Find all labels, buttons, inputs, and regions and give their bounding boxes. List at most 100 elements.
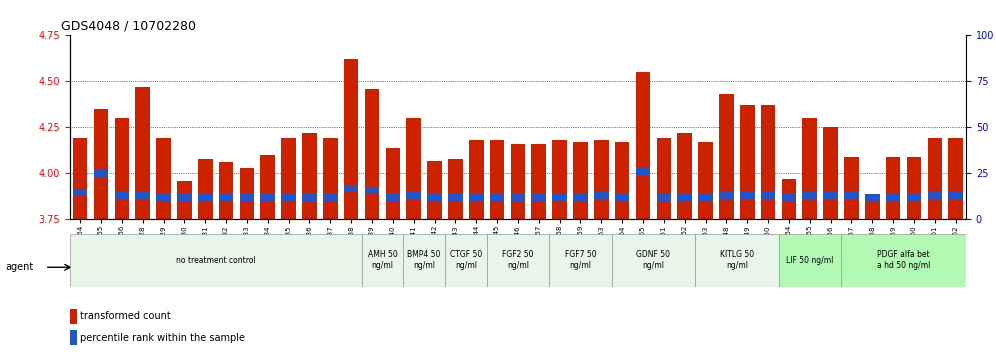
FancyBboxPatch shape — [362, 234, 403, 287]
Bar — [156, 138, 171, 219]
Bar — [70, 330, 78, 345]
Bar — [845, 157, 859, 219]
Bar — [803, 118, 817, 219]
Bar — [73, 189, 88, 195]
Bar — [219, 162, 233, 219]
FancyBboxPatch shape — [445, 234, 487, 287]
Bar — [135, 87, 150, 219]
Bar — [94, 109, 109, 219]
Bar — [656, 194, 671, 201]
Bar — [115, 118, 129, 219]
Text: LIF 50 ng/ml: LIF 50 ng/ml — [786, 256, 834, 265]
Bar — [115, 192, 129, 199]
Bar — [761, 192, 775, 199]
Bar — [448, 159, 463, 219]
Bar — [615, 142, 629, 219]
Bar — [782, 179, 796, 219]
Bar — [344, 59, 359, 219]
Bar — [885, 157, 900, 219]
Bar — [698, 142, 713, 219]
Bar — [302, 194, 317, 201]
Bar — [511, 144, 525, 219]
FancyBboxPatch shape — [841, 234, 966, 287]
Bar — [740, 192, 755, 199]
FancyBboxPatch shape — [70, 234, 362, 287]
Text: CTGF 50
ng/ml: CTGF 50 ng/ml — [449, 251, 482, 270]
Bar — [885, 194, 900, 201]
Text: PDGF alfa bet
a hd 50 ng/ml: PDGF alfa bet a hd 50 ng/ml — [876, 251, 930, 270]
Bar — [177, 181, 191, 219]
Bar — [511, 194, 525, 201]
Bar — [761, 105, 775, 219]
Bar — [845, 192, 859, 199]
Bar — [719, 192, 734, 199]
Bar — [406, 118, 421, 219]
Bar — [156, 194, 171, 201]
Bar — [281, 194, 296, 201]
Bar — [906, 157, 921, 219]
Bar — [469, 140, 483, 219]
FancyBboxPatch shape — [549, 234, 612, 287]
Bar — [365, 89, 379, 219]
Bar — [553, 140, 567, 219]
Bar — [824, 192, 838, 199]
Bar — [594, 192, 609, 199]
Bar — [803, 192, 817, 199]
Bar — [573, 142, 588, 219]
Bar — [302, 133, 317, 219]
FancyBboxPatch shape — [695, 234, 779, 287]
Bar — [198, 159, 212, 219]
Bar — [427, 194, 442, 201]
Bar — [323, 194, 338, 201]
Bar — [573, 194, 588, 201]
Bar — [927, 192, 942, 199]
Text: transformed count: transformed count — [80, 311, 170, 321]
Bar — [240, 194, 254, 201]
Bar — [615, 194, 629, 201]
Bar — [677, 194, 692, 201]
Bar — [553, 194, 567, 201]
Bar — [198, 194, 212, 201]
Bar — [719, 94, 734, 219]
Bar — [656, 138, 671, 219]
Bar — [948, 192, 963, 199]
Bar — [469, 194, 483, 201]
Bar — [698, 194, 713, 201]
Text: AMH 50
ng/ml: AMH 50 ng/ml — [368, 251, 397, 270]
FancyBboxPatch shape — [612, 234, 695, 287]
Bar — [427, 161, 442, 219]
Bar — [261, 194, 275, 201]
Bar — [865, 194, 879, 201]
Bar — [490, 140, 504, 219]
Bar — [261, 155, 275, 219]
Bar — [177, 194, 191, 201]
Bar — [365, 187, 379, 193]
Bar — [219, 194, 233, 201]
Bar — [635, 72, 650, 219]
Bar — [94, 170, 109, 177]
Bar — [448, 194, 463, 201]
Bar — [281, 138, 296, 219]
Bar — [782, 194, 796, 201]
Bar — [635, 169, 650, 175]
Bar — [532, 194, 546, 201]
Bar — [323, 138, 338, 219]
Bar — [70, 309, 78, 324]
Bar — [594, 140, 609, 219]
FancyBboxPatch shape — [779, 234, 841, 287]
Bar — [677, 133, 692, 219]
Bar — [135, 192, 150, 199]
Text: BMP4 50
ng/ml: BMP4 50 ng/ml — [407, 251, 441, 270]
Text: percentile rank within the sample: percentile rank within the sample — [80, 332, 245, 343]
Bar — [865, 199, 879, 219]
Bar — [824, 127, 838, 219]
Text: FGF7 50
ng/ml: FGF7 50 ng/ml — [565, 251, 597, 270]
Bar — [490, 194, 504, 201]
Bar — [927, 138, 942, 219]
Bar — [406, 192, 421, 199]
Text: GDNF 50
ng/ml: GDNF 50 ng/ml — [636, 251, 670, 270]
Bar — [240, 168, 254, 219]
Bar — [344, 185, 359, 192]
FancyBboxPatch shape — [487, 234, 549, 287]
Bar — [385, 148, 400, 219]
